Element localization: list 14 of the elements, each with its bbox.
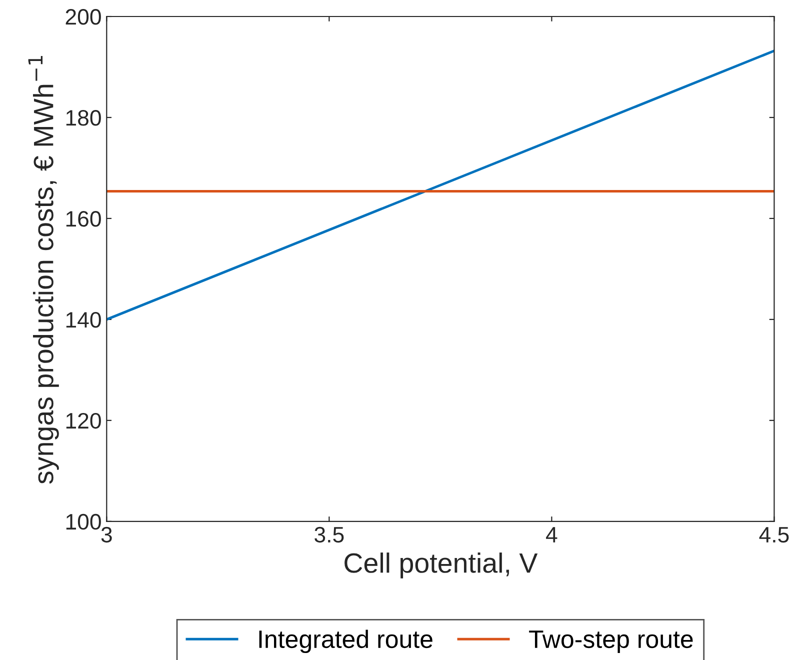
y-tick-label: 180 bbox=[66, 110, 101, 126]
y-tick-label: 120 bbox=[66, 412, 101, 429]
x-tick-label: 4 bbox=[546, 527, 558, 542]
y-tick-label: 100 bbox=[66, 514, 101, 530]
x-tick-label: 3 bbox=[101, 526, 112, 543]
x-tick-label: 3.5 bbox=[314, 526, 344, 543]
x-tick-label: 4.5 bbox=[759, 527, 789, 543]
y-tick-label: 140 bbox=[66, 312, 101, 328]
y-tick-label: 200 bbox=[66, 9, 101, 25]
y-axis-title: syngas production costs, € MWh$^{−1}$ bbox=[28, 56, 59, 484]
legend-label: Two-step route bbox=[529, 630, 693, 654]
x-axis-title: Cell potential, V bbox=[344, 552, 538, 578]
legend-label: Integrated route bbox=[259, 630, 432, 654]
y-tick-label: 160 bbox=[66, 210, 101, 227]
